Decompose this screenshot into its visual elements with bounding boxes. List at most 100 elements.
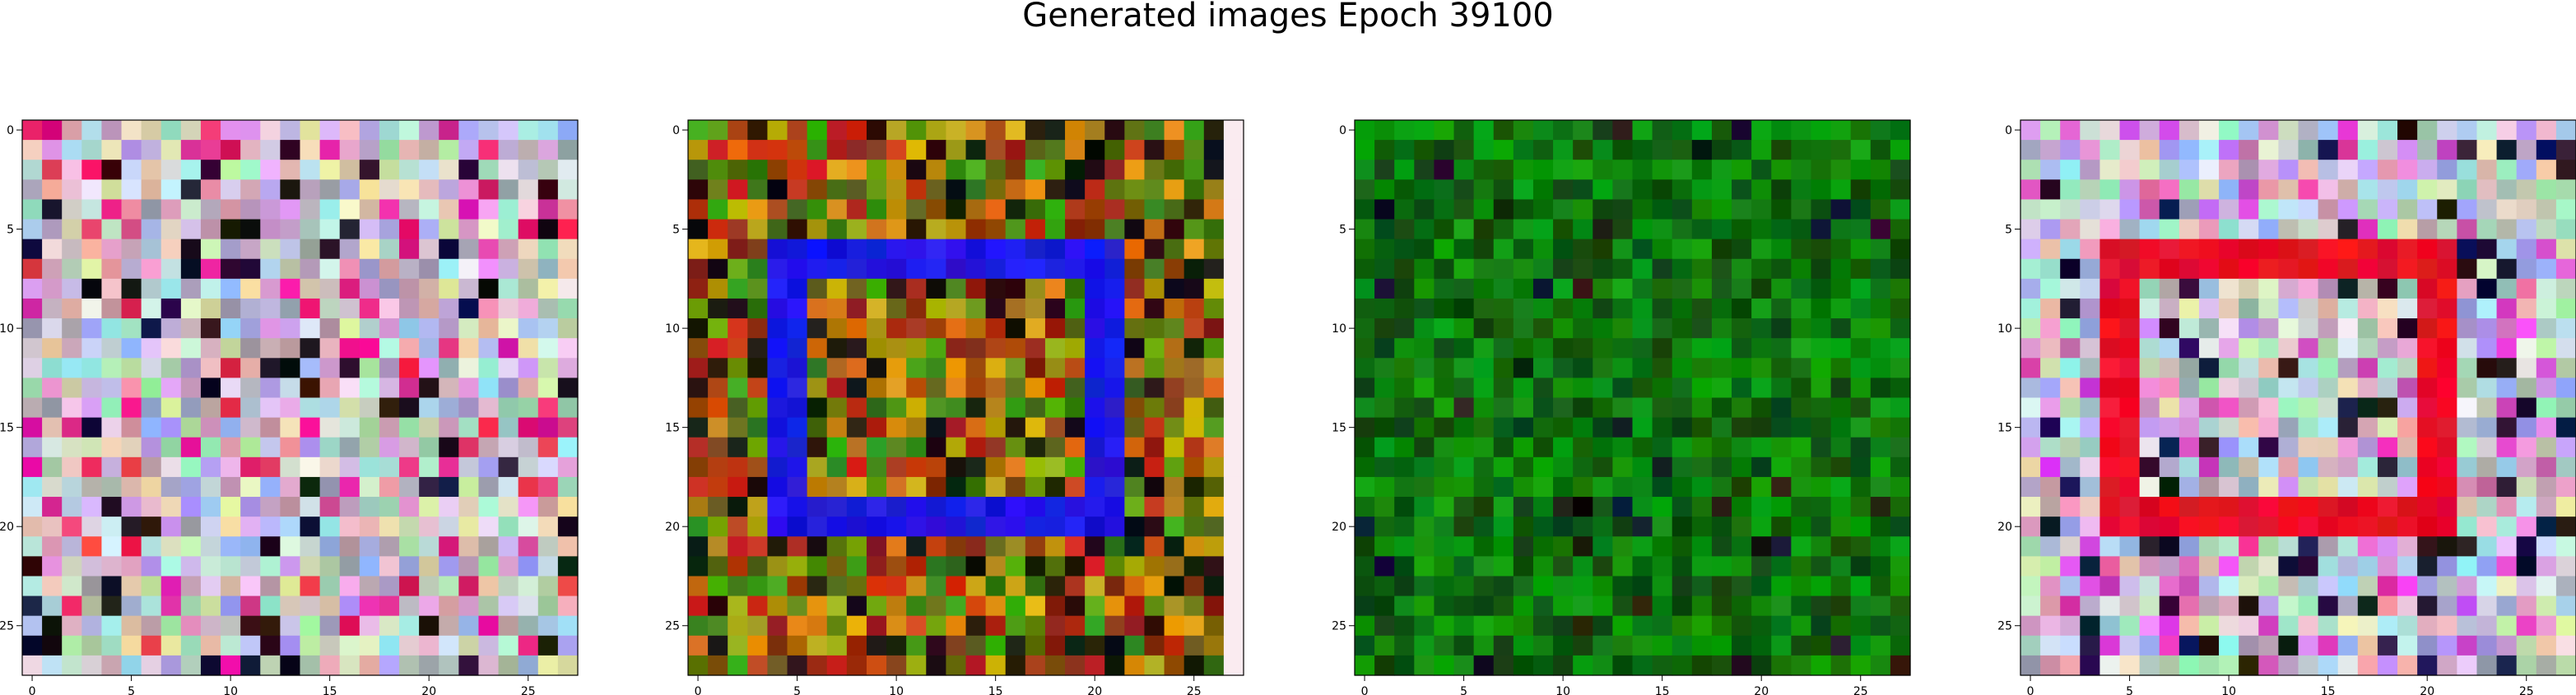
pixel-cell	[2457, 298, 2478, 319]
pixel-cell	[1453, 120, 1475, 141]
pixel-cell	[419, 160, 439, 180]
pixel-cell	[1632, 258, 1653, 280]
pixel-cell	[787, 239, 808, 260]
y-tick-label: 15	[1997, 422, 2012, 435]
pixel-cell	[379, 298, 400, 319]
pixel-cell	[81, 655, 103, 676]
pixel-cell	[399, 199, 420, 220]
pixel-cell	[1124, 476, 1146, 498]
pixel-cell	[1473, 517, 1495, 537]
pixel-cell	[180, 120, 202, 141]
pixel-cell	[1532, 456, 1554, 478]
pixel-cell	[1811, 318, 1832, 339]
pixel-cell	[866, 576, 887, 597]
pixel-cell	[2496, 140, 2518, 160]
pixel-cell	[767, 140, 788, 160]
pixel-cell	[2198, 120, 2220, 141]
pixel-cell	[280, 437, 301, 458]
pixel-cell	[2219, 140, 2239, 160]
pixel-cell	[2337, 338, 2359, 359]
pixel-cell	[1203, 595, 1225, 617]
pixel-cell	[1573, 397, 1593, 419]
pixel-cell	[458, 595, 480, 617]
pixel-cell	[1434, 476, 1455, 498]
pixel-cell	[240, 595, 261, 617]
pixel-cell	[141, 437, 162, 458]
pixel-cell	[708, 140, 728, 160]
pixel-cell	[1434, 140, 1455, 160]
pixel-cell	[1144, 278, 1165, 299]
pixel-cell	[359, 219, 380, 240]
pixel-cell	[1144, 160, 1165, 180]
pixel-cell	[1223, 258, 1244, 280]
pixel-cell	[1791, 298, 1812, 319]
pixel-cell	[1453, 278, 1475, 299]
pixel-cell	[22, 358, 43, 378]
pixel-cell	[280, 615, 301, 637]
pixel-cell	[1025, 160, 1046, 180]
pixel-cell	[2020, 655, 2041, 676]
pixel-cell	[1751, 179, 1772, 201]
pixel-cell	[985, 160, 1007, 180]
pixel-cell	[200, 635, 221, 656]
pixel-cell	[1203, 476, 1225, 498]
pixel-cell	[886, 615, 907, 637]
pixel-cell	[319, 140, 341, 160]
pixel-cell	[688, 437, 709, 458]
pixel-cell	[1890, 397, 1911, 419]
pixel-cell	[1632, 397, 1653, 419]
pixel-cell	[2258, 517, 2279, 537]
pixel-cell	[1811, 278, 1832, 299]
pixel-cell	[2476, 140, 2498, 160]
pixel-cell	[1124, 338, 1146, 359]
pixel-cell	[1104, 655, 1125, 676]
pixel-cell	[1632, 536, 1653, 557]
pixel-cell	[160, 556, 182, 577]
pixel-cell	[2080, 576, 2101, 597]
pixel-cell	[1632, 595, 1653, 617]
pixel-cell	[1691, 258, 1713, 280]
pixel-cell	[2377, 258, 2398, 280]
pixel-cell	[2139, 239, 2160, 260]
pixel-cell	[2377, 160, 2398, 180]
pixel-cell	[240, 655, 261, 676]
pixel-cell	[2139, 556, 2160, 577]
pixel-cell	[2555, 179, 2576, 201]
pixel-cell	[1414, 258, 1435, 280]
pixel-cell	[1890, 179, 1911, 201]
pixel-cell	[708, 179, 728, 201]
pixel-cell	[846, 199, 867, 220]
pixel-cell	[1593, 338, 1613, 359]
pixel-cell	[2437, 258, 2457, 280]
pixel-cell	[826, 397, 848, 419]
pixel-cell	[22, 258, 43, 280]
pixel-cell	[1553, 437, 1574, 458]
pixel-cell	[2159, 140, 2180, 160]
pixel-cell	[906, 140, 927, 160]
pixel-cell	[1085, 417, 1105, 438]
pixel-cell	[379, 655, 400, 676]
pixel-cell	[2536, 437, 2557, 458]
pixel-cell	[498, 120, 519, 141]
pixel-cell	[319, 219, 341, 240]
pixel-cell	[399, 397, 420, 419]
pixel-cell	[1104, 595, 1125, 617]
pixel-cell	[1124, 615, 1146, 637]
pixel-cell	[1473, 298, 1495, 319]
pixel-cell	[62, 160, 82, 180]
pixel-cell	[2357, 635, 2378, 656]
pixel-cell	[319, 120, 341, 141]
pixel-cell	[1573, 437, 1593, 458]
pixel-cell	[1573, 358, 1593, 378]
pixel-cell	[846, 476, 867, 498]
pixel-cell	[1355, 179, 1375, 201]
pixel-cell	[2417, 635, 2438, 656]
pixel-cell	[1691, 655, 1713, 676]
pixel-cell	[807, 417, 828, 438]
pixel-cell	[1394, 595, 1415, 617]
pixel-cell	[101, 120, 123, 141]
pixel-cell	[1453, 456, 1475, 478]
pixel-cell	[458, 437, 480, 458]
pixel-cell	[1652, 556, 1673, 577]
x-tick-label: 15	[988, 685, 1003, 695]
